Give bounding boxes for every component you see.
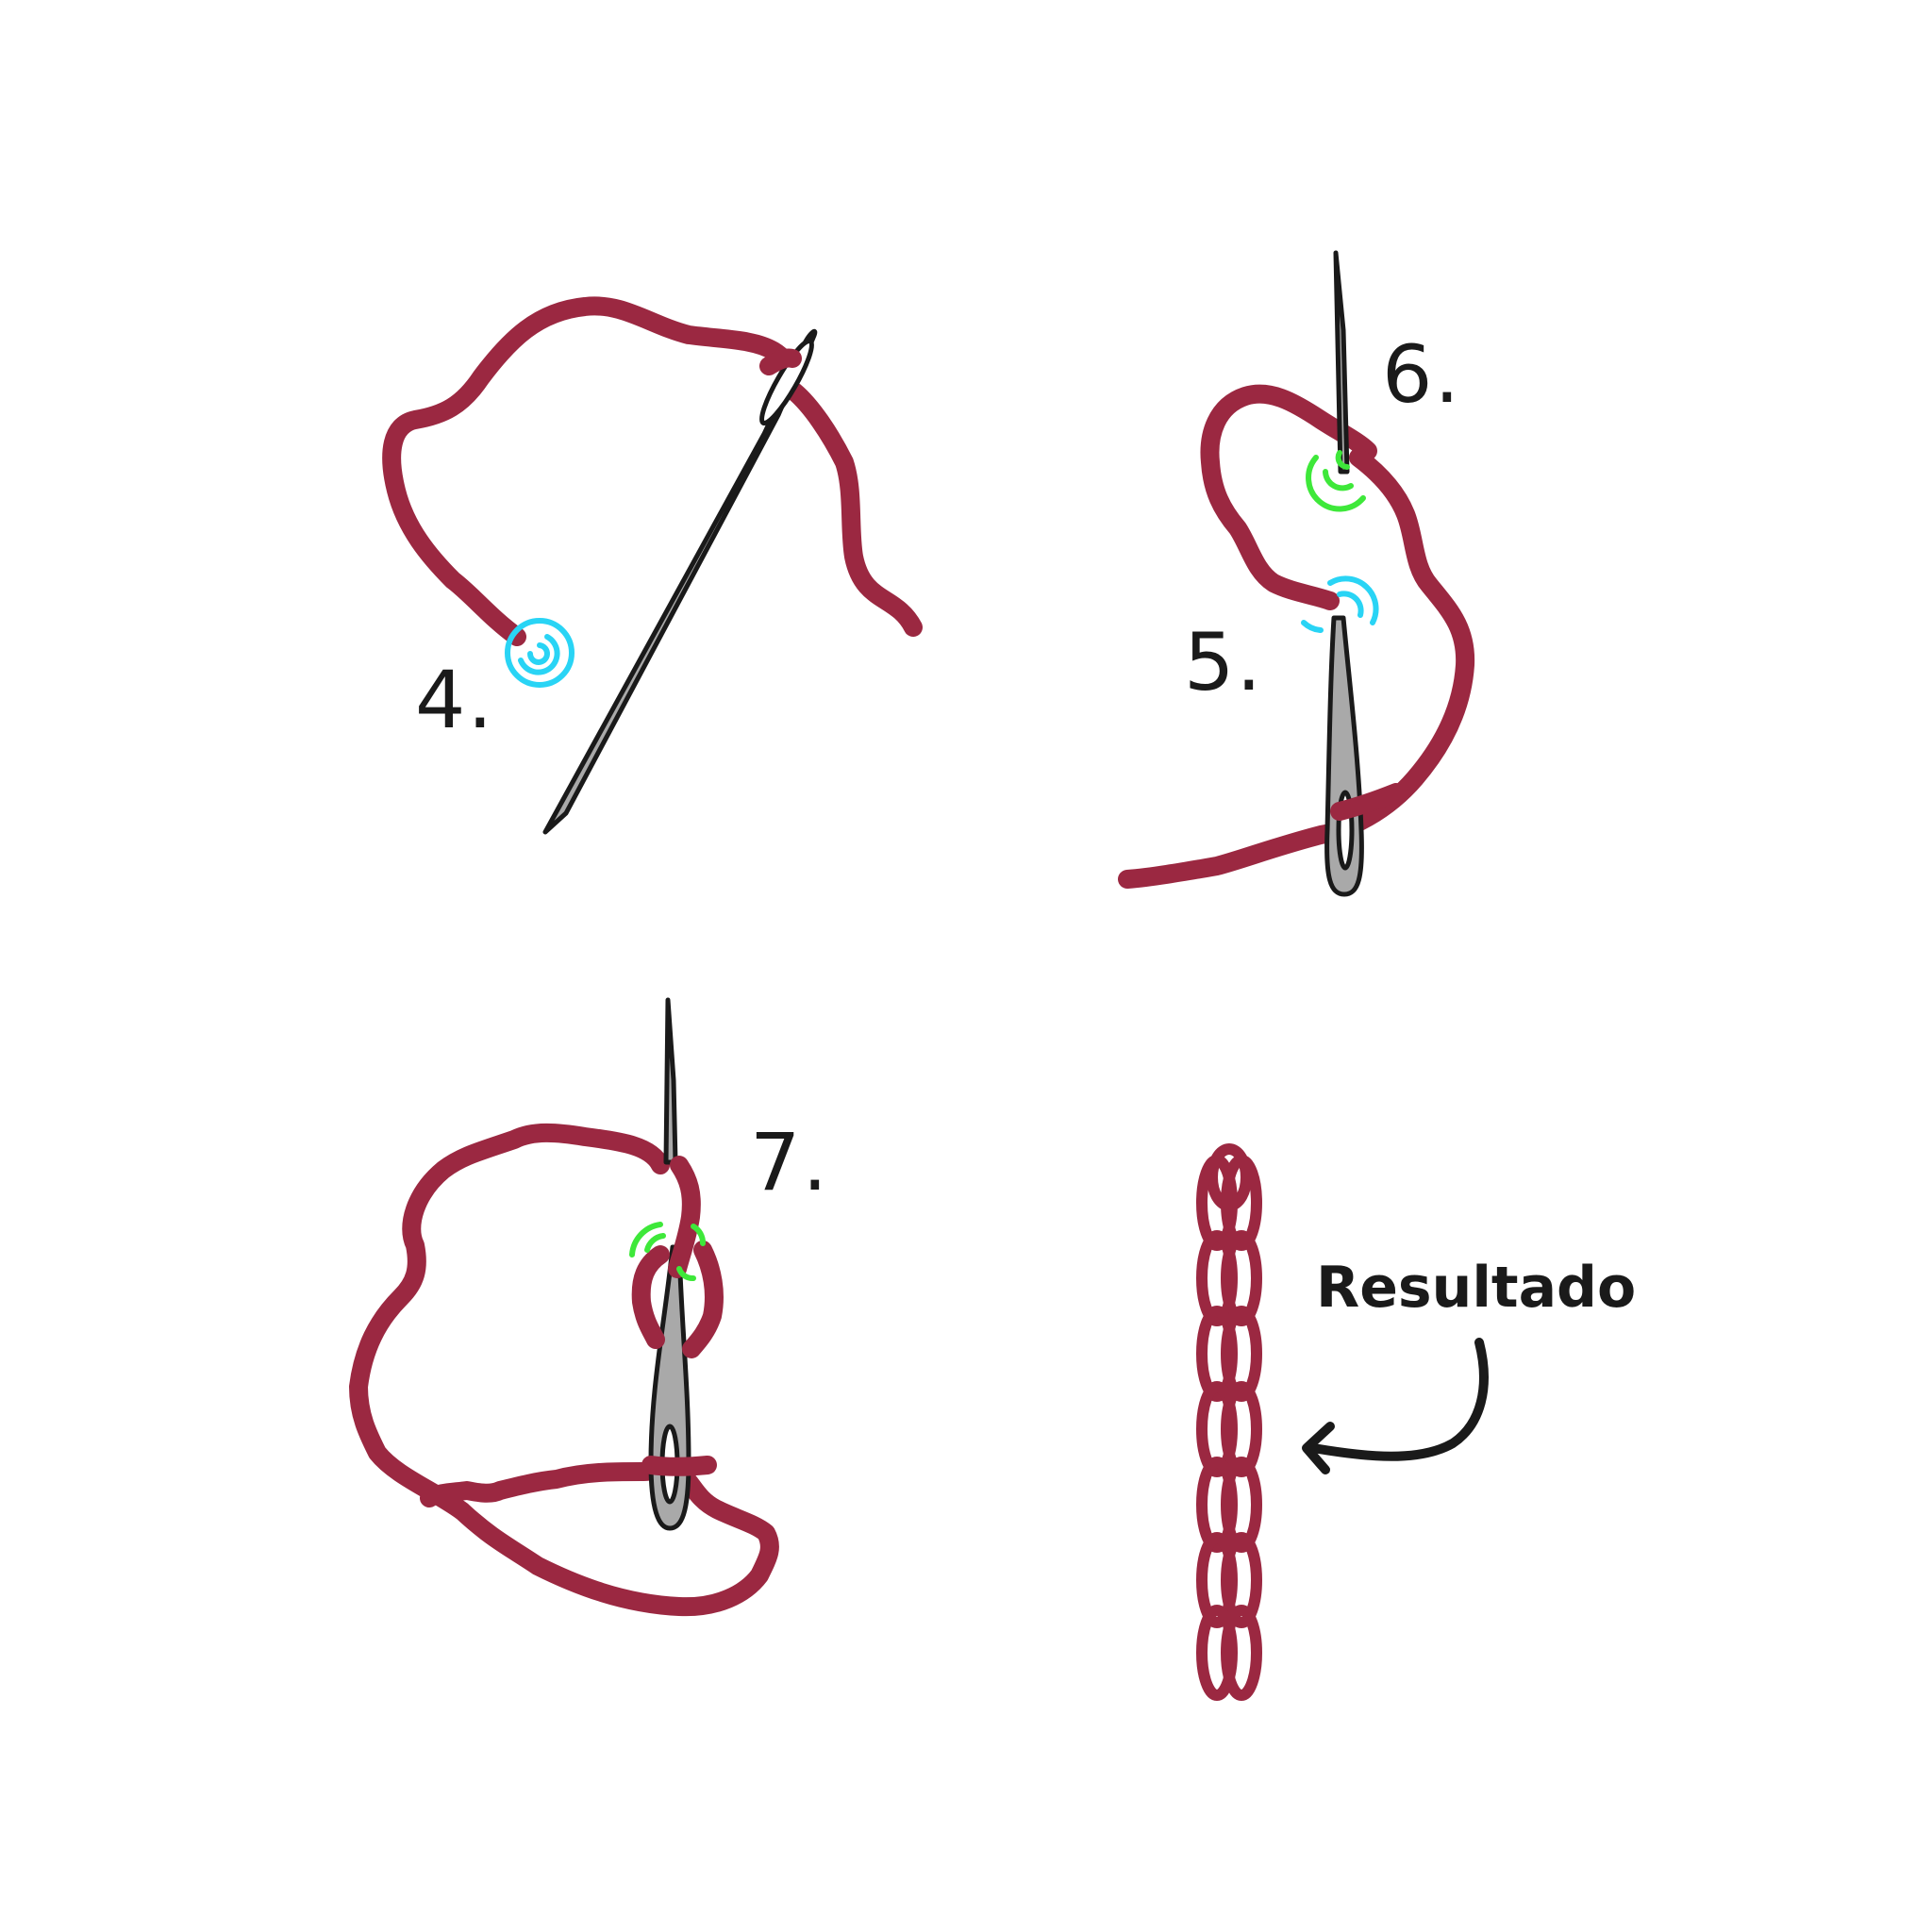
chain-stitch-icon <box>1196 1143 1262 1701</box>
thread <box>641 1456 717 1476</box>
thread <box>682 1241 724 1358</box>
thread <box>785 382 923 637</box>
needle-icon <box>1324 250 1364 897</box>
thread <box>1118 448 1475 889</box>
result-label: Resultado <box>1316 1255 1637 1321</box>
thread <box>668 1156 701 1278</box>
thread <box>1330 783 1406 821</box>
step-5-6-illustration <box>1118 250 1475 897</box>
curved-arrow-icon <box>1302 1338 1489 1474</box>
entry-mark-icon <box>1301 575 1379 633</box>
needle-icon <box>542 328 818 835</box>
exit-mark-icon <box>629 1222 706 1281</box>
thread <box>382 296 800 646</box>
exit-mark-icon <box>1306 450 1366 512</box>
thread <box>1200 384 1377 610</box>
step-number-5: 5. <box>1184 616 1264 708</box>
thread <box>759 348 802 375</box>
step-number-7: 7. <box>750 1116 830 1208</box>
thread <box>631 1245 670 1349</box>
step-4-illustration <box>382 296 923 835</box>
step-number-6: 6. <box>1382 328 1462 421</box>
thread <box>349 1123 779 1617</box>
step-number-4: 4. <box>415 654 495 746</box>
step-7-illustration <box>349 997 779 1617</box>
entry-mark-icon <box>505 618 575 688</box>
